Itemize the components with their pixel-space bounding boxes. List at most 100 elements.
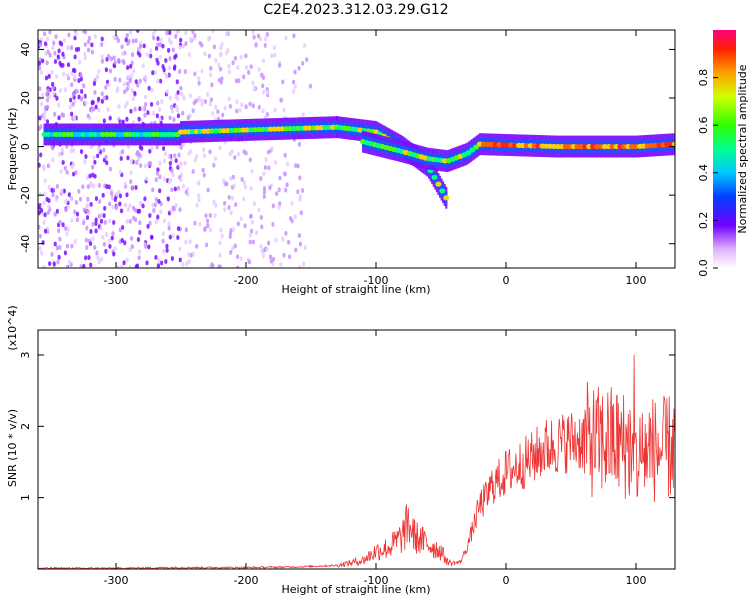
noise-speckle bbox=[151, 187, 155, 193]
spectrogram-x-tick-label: 0 bbox=[503, 274, 510, 287]
noise-speckle bbox=[193, 71, 197, 77]
noise-speckle bbox=[249, 64, 253, 70]
noise-speckle bbox=[235, 254, 240, 260]
noise-speckle bbox=[48, 94, 52, 100]
noise-speckle bbox=[39, 152, 43, 158]
noise-speckle bbox=[270, 53, 274, 59]
noise-speckle bbox=[130, 73, 134, 78]
noise-speckle bbox=[45, 36, 50, 42]
noise-speckle bbox=[159, 209, 163, 215]
noise-speckle bbox=[156, 78, 160, 84]
noise-speckle bbox=[138, 144, 142, 150]
noise-speckle bbox=[45, 60, 49, 66]
noise-speckle bbox=[53, 211, 57, 217]
noise-speckle bbox=[94, 221, 98, 226]
noise-speckle bbox=[70, 217, 74, 223]
noise-speckle bbox=[210, 82, 214, 88]
noise-speckle bbox=[157, 198, 161, 204]
ridge-core bbox=[443, 195, 450, 201]
noise-speckle bbox=[58, 219, 62, 225]
noise-speckle bbox=[113, 76, 117, 82]
noise-speckle bbox=[201, 167, 205, 173]
noise-speckle bbox=[160, 99, 164, 105]
noise-speckle bbox=[284, 187, 288, 193]
noise-speckle bbox=[70, 111, 74, 117]
noise-speckle bbox=[103, 220, 107, 225]
noise-speckle bbox=[128, 247, 132, 253]
noise-speckle bbox=[75, 89, 79, 94]
noise-speckle bbox=[261, 58, 266, 64]
noise-speckle bbox=[94, 104, 98, 110]
noise-speckle bbox=[247, 259, 252, 265]
noise-speckle bbox=[172, 117, 176, 122]
noise-speckle bbox=[220, 41, 224, 47]
noise-speckle bbox=[75, 211, 80, 217]
noise-speckle bbox=[145, 52, 150, 58]
noise-speckle bbox=[285, 182, 289, 188]
noise-speckle bbox=[148, 148, 152, 154]
noise-speckle bbox=[113, 245, 117, 251]
noise-speckle bbox=[165, 248, 169, 253]
noise-speckle bbox=[123, 181, 127, 187]
spectrogram-noise bbox=[38, 30, 313, 268]
noise-speckle bbox=[181, 110, 185, 116]
noise-speckle bbox=[229, 210, 233, 216]
noise-speckle bbox=[303, 245, 307, 251]
noise-speckle bbox=[51, 45, 55, 51]
noise-speckle bbox=[126, 65, 130, 71]
noise-speckle bbox=[114, 205, 118, 211]
noise-speckle bbox=[251, 239, 255, 245]
noise-speckle bbox=[91, 172, 95, 178]
noise-speckle bbox=[123, 202, 128, 208]
noise-speckle bbox=[73, 74, 77, 80]
noise-speckle bbox=[48, 52, 52, 58]
noise-speckle bbox=[143, 94, 148, 100]
noise-speckle bbox=[156, 42, 160, 48]
noise-speckle bbox=[89, 202, 93, 207]
noise-speckle bbox=[252, 86, 256, 92]
noise-speckle bbox=[121, 58, 125, 64]
noise-speckle bbox=[248, 101, 252, 107]
noise-speckle bbox=[131, 96, 136, 102]
noise-speckle bbox=[103, 205, 107, 211]
snr-panel: -300 -200 -100 0 100 1 2 3 Height of straight l… bbox=[6, 305, 676, 596]
ridge-core bbox=[439, 188, 446, 194]
noise-speckle bbox=[104, 154, 108, 160]
noise-speckle bbox=[271, 203, 275, 209]
noise-speckle bbox=[173, 186, 177, 192]
noise-speckle bbox=[175, 30, 179, 35]
noise-speckle bbox=[74, 200, 78, 205]
noise-speckle bbox=[152, 208, 156, 213]
noise-speckle bbox=[185, 261, 189, 267]
noise-speckle bbox=[293, 69, 297, 75]
noise-speckle bbox=[214, 104, 218, 110]
noise-speckle bbox=[239, 54, 243, 60]
noise-speckle bbox=[170, 187, 174, 193]
noise-speckle bbox=[52, 261, 56, 267]
noise-speckle bbox=[113, 60, 117, 65]
noise-speckle bbox=[155, 113, 159, 119]
noise-speckle bbox=[42, 220, 46, 225]
noise-speckle bbox=[141, 63, 145, 68]
noise-speckle bbox=[171, 233, 175, 239]
noise-speckle bbox=[62, 38, 67, 43]
noise-speckle bbox=[65, 243, 70, 249]
noise-speckle bbox=[129, 159, 134, 164]
noise-speckle bbox=[54, 34, 58, 40]
noise-speckle bbox=[69, 97, 73, 103]
noise-speckle bbox=[209, 97, 213, 103]
noise-speckle bbox=[235, 108, 239, 114]
noise-speckle bbox=[218, 252, 222, 258]
noise-speckle bbox=[184, 41, 188, 47]
noise-speckle bbox=[237, 78, 241, 84]
noise-speckle bbox=[234, 202, 238, 207]
noise-speckle bbox=[134, 79, 138, 85]
noise-speckle bbox=[261, 83, 265, 89]
noise-speckle bbox=[97, 96, 101, 102]
noise-speckle bbox=[84, 237, 88, 243]
noise-speckle bbox=[161, 43, 165, 49]
colorbar: 0.0 0.2 0.4 0.6 0.8 Normalized spectral ampl… bbox=[697, 30, 749, 277]
noise-speckle bbox=[57, 151, 61, 157]
noise-speckle bbox=[60, 188, 64, 194]
noise-speckle bbox=[261, 108, 265, 114]
